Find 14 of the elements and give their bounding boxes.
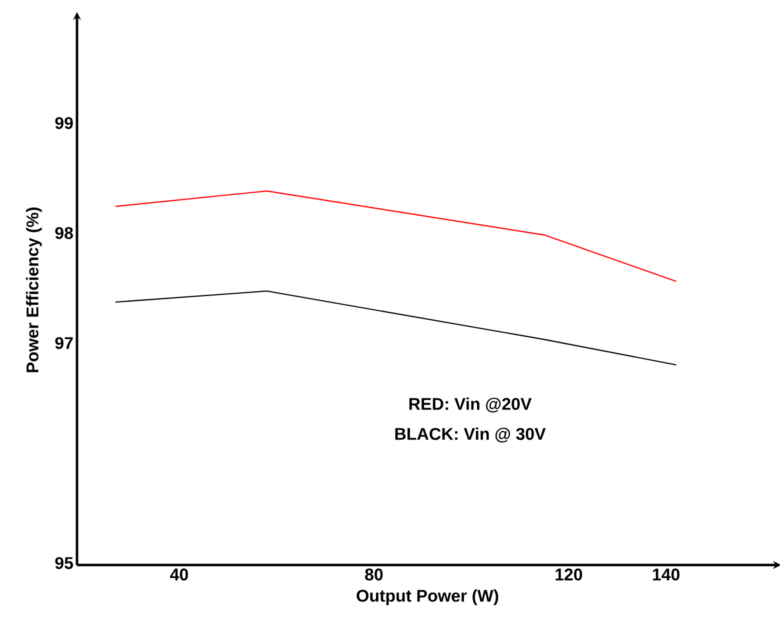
annotation: RED: Vin @20V (409, 398, 532, 412)
line-series (115, 290, 676, 366)
x-tick-label: 80 (365, 568, 383, 580)
x-tick-label: 120 (556, 568, 582, 580)
y-axis-title: Power Efficiency (%) (26, 208, 42, 372)
x-tick-label: 140 (652, 568, 680, 580)
x-axis-title: Output Power (W) (356, 589, 498, 606)
line-series (115, 190, 676, 282)
x-tick-label: 40 (170, 568, 188, 580)
y-tick-label: 95 (55, 557, 74, 570)
y-tick-label: 97 (55, 337, 73, 350)
annotation: BLACK: Vin @ 30V (395, 428, 546, 442)
y-tick-label: 99 (55, 117, 73, 130)
y-tick-label: 98 (55, 227, 73, 240)
